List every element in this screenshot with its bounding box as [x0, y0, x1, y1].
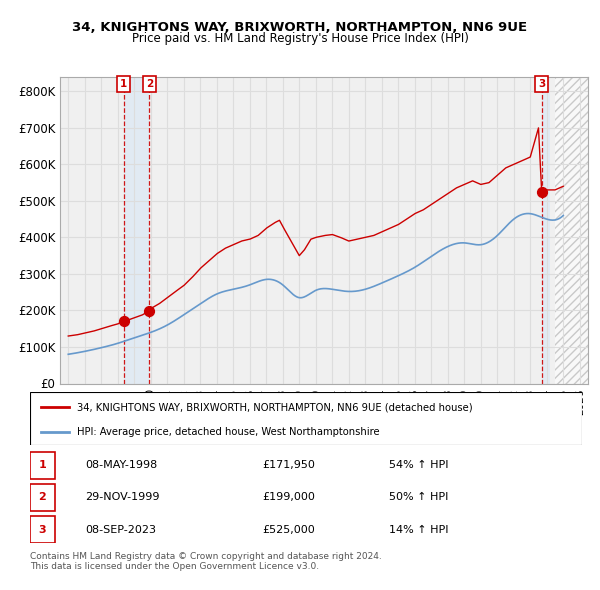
FancyBboxPatch shape — [30, 516, 55, 543]
Text: Price paid vs. HM Land Registry's House Price Index (HPI): Price paid vs. HM Land Registry's House … — [131, 32, 469, 45]
Text: 14% ↑ HPI: 14% ↑ HPI — [389, 525, 448, 535]
Point — [537, 187, 547, 196]
Text: 29-NOV-1999: 29-NOV-1999 — [85, 493, 160, 503]
Text: 08-SEP-2023: 08-SEP-2023 — [85, 525, 156, 535]
Text: Contains HM Land Registry data © Crown copyright and database right 2024.
This d: Contains HM Land Registry data © Crown c… — [30, 552, 382, 571]
Text: 2: 2 — [146, 79, 153, 89]
Bar — [542, 77, 550, 384]
Text: 2: 2 — [38, 493, 46, 503]
FancyBboxPatch shape — [30, 452, 55, 478]
Text: HPI: Average price, detached house, West Northamptonshire: HPI: Average price, detached house, West… — [77, 427, 380, 437]
Text: 1: 1 — [120, 79, 127, 89]
FancyBboxPatch shape — [30, 392, 582, 445]
Text: 08-MAY-1998: 08-MAY-1998 — [85, 460, 157, 470]
Text: £199,000: £199,000 — [262, 493, 315, 503]
Text: £171,950: £171,950 — [262, 460, 315, 470]
Text: 54% ↑ HPI: 54% ↑ HPI — [389, 460, 448, 470]
Bar — [124, 77, 149, 384]
Text: 3: 3 — [538, 79, 545, 89]
Text: 34, KNIGHTONS WAY, BRIXWORTH, NORTHAMPTON, NN6 9UE (detached house): 34, KNIGHTONS WAY, BRIXWORTH, NORTHAMPTO… — [77, 402, 473, 412]
FancyBboxPatch shape — [30, 484, 55, 511]
Text: 3: 3 — [38, 525, 46, 535]
Point — [119, 316, 128, 326]
Text: £525,000: £525,000 — [262, 525, 314, 535]
Bar — [555, 77, 588, 384]
Text: 34, KNIGHTONS WAY, BRIXWORTH, NORTHAMPTON, NN6 9UE: 34, KNIGHTONS WAY, BRIXWORTH, NORTHAMPTO… — [73, 21, 527, 34]
Text: 1: 1 — [38, 460, 46, 470]
Text: 50% ↑ HPI: 50% ↑ HPI — [389, 493, 448, 503]
Point — [145, 306, 154, 316]
